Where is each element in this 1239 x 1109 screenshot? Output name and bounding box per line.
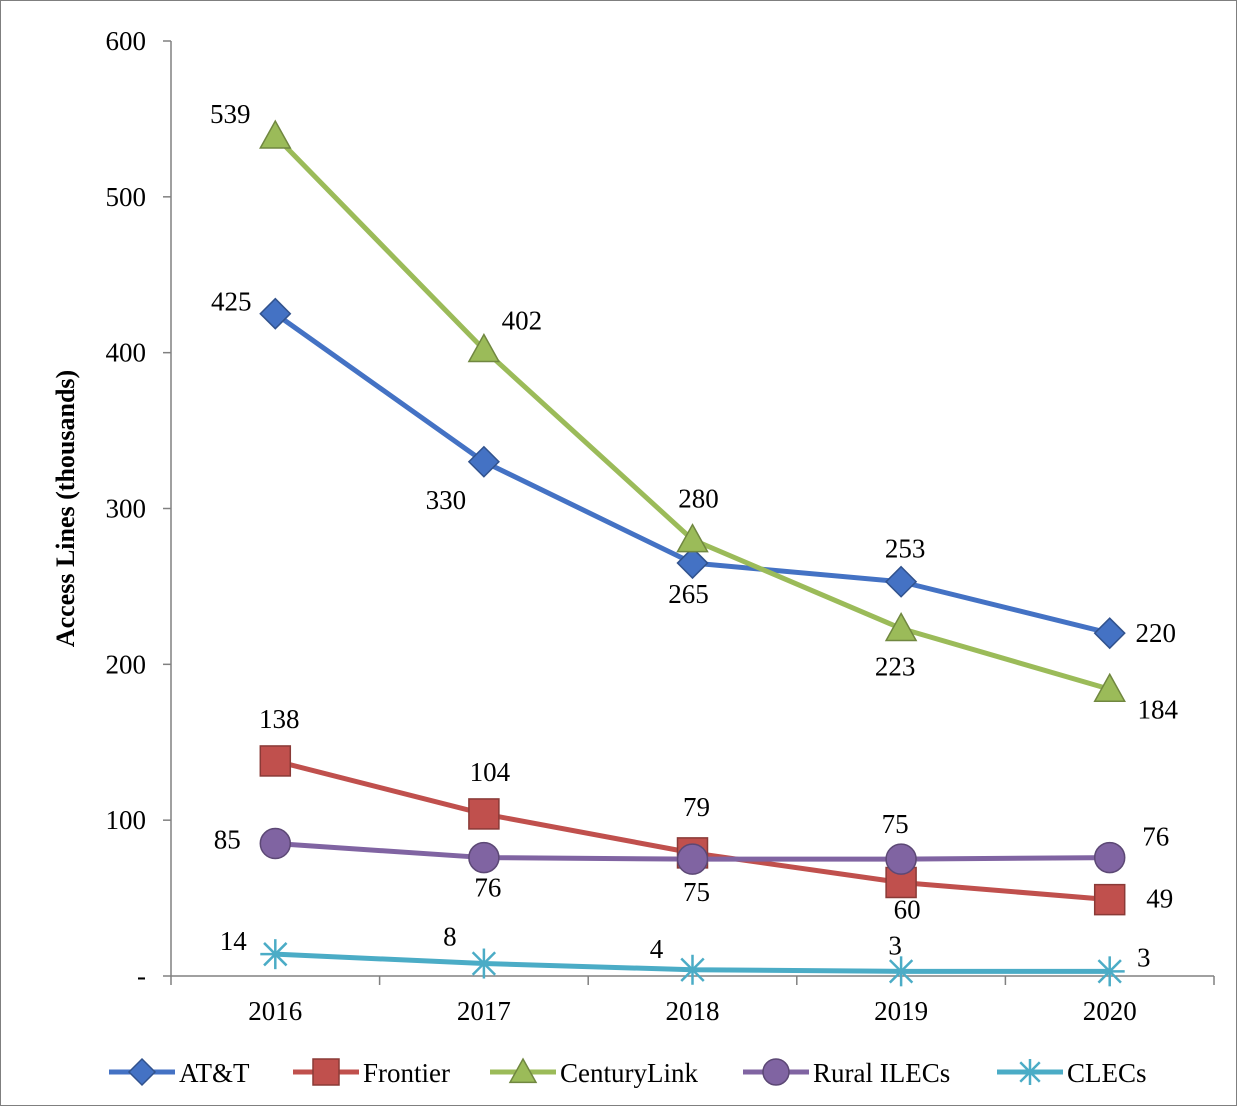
- data-point-asterisk: [1094, 956, 1125, 987]
- series-at-t: [259, 297, 1126, 650]
- legend-label: AT&T: [179, 1058, 250, 1088]
- legend-item: Frontier: [293, 1058, 450, 1088]
- data-point-circle: [676, 843, 709, 875]
- data-point-asterisk: [260, 939, 291, 970]
- legend-item: CLECs: [997, 1058, 1147, 1088]
- data-label: 8: [443, 922, 457, 952]
- data-label: 104: [470, 757, 511, 787]
- series-clecs: [260, 939, 1125, 987]
- data-point-triangle: [467, 333, 501, 363]
- data-point-diamond: [467, 445, 500, 478]
- data-point-triangle: [884, 611, 918, 642]
- data-label: 76: [474, 873, 501, 903]
- data-label: 265: [668, 579, 709, 609]
- data-label: 4: [650, 934, 664, 964]
- data-label: 75: [683, 877, 710, 907]
- series-centurylink: [259, 119, 1126, 703]
- data-point-asterisk: [886, 956, 917, 987]
- data-point-diamond: [1093, 617, 1126, 650]
- data-point-circle: [468, 841, 500, 874]
- data-label: 60: [894, 895, 921, 925]
- data-label: 425: [211, 287, 252, 317]
- data-label: 85: [214, 825, 241, 855]
- data-label: 14: [220, 926, 248, 956]
- data-label: 76: [1142, 822, 1169, 852]
- data-point-square: [1093, 883, 1126, 916]
- data-label: 223: [875, 651, 916, 681]
- data-label: 138: [259, 704, 300, 734]
- data-point-triangle: [508, 1057, 538, 1084]
- legend-item: CenturyLink: [490, 1057, 698, 1088]
- y-tick-label: 600: [106, 26, 147, 56]
- data-label: 3: [1137, 942, 1151, 972]
- data-point-asterisk: [468, 948, 499, 979]
- x-tick-label: 2019: [874, 996, 928, 1026]
- legend-label: Rural ILECs: [813, 1058, 950, 1088]
- y-tick-label: 300: [106, 494, 147, 524]
- data-point-square: [312, 1058, 340, 1086]
- data-point-circle: [1093, 841, 1126, 874]
- data-point-diamond: [127, 1057, 157, 1087]
- x-tick-label: 2020: [1083, 996, 1137, 1026]
- series-rural-ilecs: [259, 827, 1126, 875]
- axes: - 100 200 300 400 500 600 2016 2017 2018 2019 2020 A…: [51, 26, 1215, 1026]
- data-label: 330: [426, 485, 467, 515]
- series-group: [259, 119, 1126, 987]
- data-point-circle: [762, 1058, 790, 1086]
- data-label: 402: [502, 306, 543, 336]
- legend: AT&T Frontier CenturyLink Rural ILECs CLECs: [109, 1057, 1147, 1088]
- data-point-asterisk: [677, 954, 708, 985]
- legend-label: CLECs: [1067, 1058, 1147, 1088]
- data-point-diamond: [885, 565, 918, 598]
- data-point-triangle: [259, 119, 292, 149]
- data-label: 280: [678, 484, 719, 514]
- data-label: 79: [683, 792, 710, 822]
- data-point-square: [259, 745, 292, 777]
- data-label: 3: [888, 930, 902, 960]
- x-tick-label: 2016: [248, 996, 302, 1026]
- data-label: 253: [885, 534, 926, 564]
- data-point-square: [468, 798, 500, 830]
- legend-item: Rural ILECs: [743, 1058, 950, 1088]
- data-labels: 425 330 265 253 220 138 104 79 60 49 539 402 280 223 1…: [210, 99, 1178, 972]
- data-point-diamond: [676, 546, 709, 580]
- data-label: 220: [1135, 618, 1176, 648]
- data-point-asterisk: [1017, 1059, 1043, 1085]
- data-point-circle: [259, 827, 292, 860]
- y-tick-label: 400: [106, 338, 147, 368]
- y-axis-title: Access Lines (thousands): [51, 370, 80, 647]
- data-label: 75: [882, 809, 909, 839]
- data-point-triangle: [1093, 672, 1126, 703]
- data-label: 539: [210, 99, 251, 129]
- data-label: 184: [1137, 694, 1178, 724]
- legend-label: CenturyLink: [560, 1058, 698, 1088]
- legend-label: Frontier: [363, 1058, 450, 1088]
- data-point-diamond: [259, 297, 292, 330]
- data-label: 49: [1146, 884, 1173, 914]
- y-tick-label: 100: [106, 805, 147, 835]
- data-point-circle: [885, 843, 917, 875]
- x-tick-label: 2017: [457, 996, 511, 1026]
- x-tick-label: 2018: [666, 996, 720, 1026]
- y-tick-label: -: [137, 961, 146, 991]
- y-tick-label: 500: [106, 182, 147, 212]
- legend-item: AT&T: [109, 1057, 250, 1088]
- y-tick-label: 200: [106, 649, 147, 679]
- data-point-triangle: [676, 523, 709, 553]
